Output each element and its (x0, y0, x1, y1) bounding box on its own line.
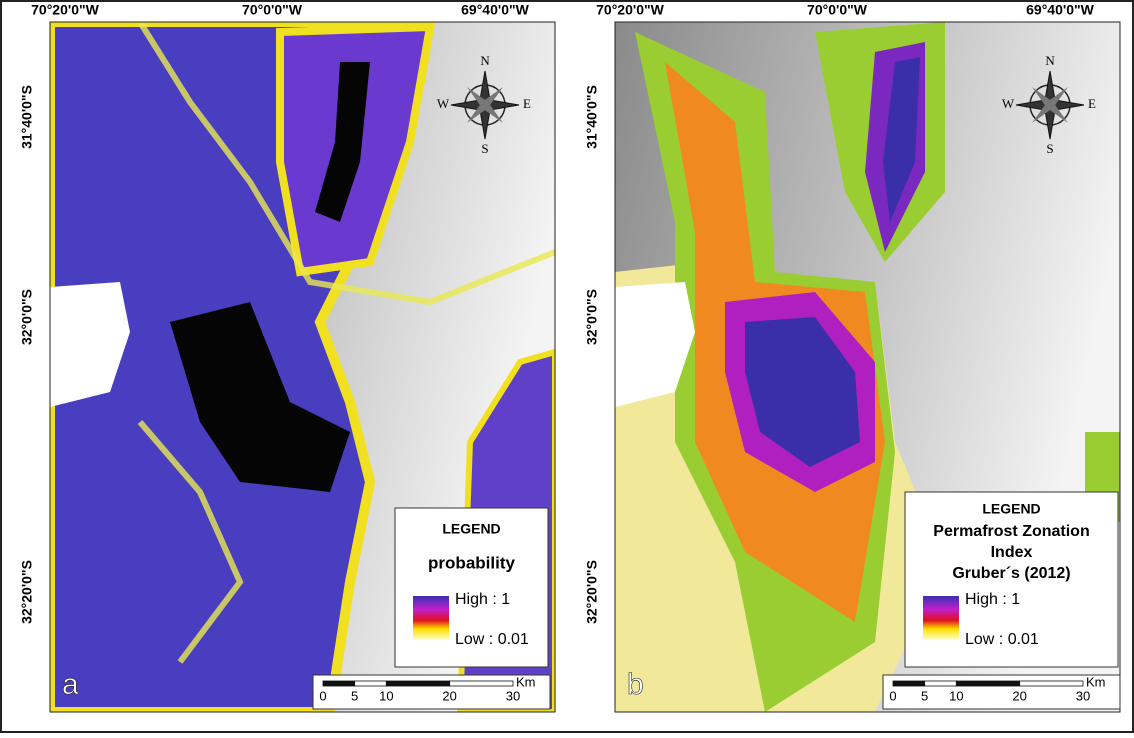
latitude-label: 31°40'0"S (584, 85, 600, 149)
scale-segment (386, 681, 449, 686)
legend-high: High : 1 (965, 591, 1020, 608)
scale-segment (925, 681, 957, 686)
scale-label: 5 (921, 688, 928, 703)
latitude-label: 32°20'0"S (19, 560, 35, 624)
longitude-label: 70°20'0"W (31, 2, 99, 18)
scale-segment (956, 681, 1019, 686)
longitude-label: 70°0'0"W (242, 2, 303, 18)
legend-title: LEGEND (982, 501, 1040, 517)
longitude-label: 69°40'0"W (1026, 2, 1094, 18)
legend-high: High : 1 (455, 591, 510, 608)
latitude-label: 31°40'0"S (19, 85, 35, 149)
legend-ramp (413, 596, 449, 640)
compass-label: E (1088, 96, 1096, 111)
compass-label: S (481, 141, 488, 156)
map-panel: 70°20'0"W 70°0'0"W 69°40'0"W 31°40'0"S 32°0'… (584, 2, 1120, 712)
scale-segment (893, 681, 925, 686)
scale-segment (450, 681, 513, 686)
scale-segment (355, 681, 387, 686)
legend-low: Low : 0.01 (455, 631, 529, 648)
compass-label: E (523, 96, 531, 111)
legend-name: Permafrost Zonation (933, 523, 1089, 540)
scale-label: 10 (949, 688, 963, 703)
scale-label: 5 (351, 688, 358, 703)
scale-unit: Km (516, 674, 536, 689)
compass-label: N (480, 53, 490, 68)
longitude-label: 70°20'0"W (596, 2, 664, 18)
legend-ramp (923, 596, 959, 640)
compass-label: S (1046, 141, 1053, 156)
longitude-label: 70°0'0"W (807, 2, 868, 18)
latitude-label: 32°20'0"S (584, 560, 600, 624)
legend-low: Low : 0.01 (965, 631, 1039, 648)
legend-title: LEGEND (442, 521, 500, 537)
panel-label: a (62, 668, 79, 701)
compass-label: N (1045, 53, 1055, 68)
panel-label: b (627, 668, 644, 701)
scale-segment (1020, 681, 1083, 686)
legend-name: Index (991, 544, 1033, 561)
scale-label: 20 (1012, 688, 1026, 703)
scale-label: 20 (442, 688, 456, 703)
legend-name: Gruber´s (2012) (952, 565, 1070, 582)
scale-label: 30 (1076, 688, 1090, 703)
longitude-label: 69°40'0"W (461, 2, 529, 18)
scale-label: 30 (506, 688, 520, 703)
scale-segment (323, 681, 355, 686)
compass-label: W (437, 96, 450, 111)
latitude-label: 32°0'0"S (19, 289, 35, 345)
legend: LEGEND probability High : 1 Low : 0.01 (395, 508, 548, 667)
latitude-label: 32°0'0"S (584, 289, 600, 345)
scale-label: 0 (889, 688, 896, 703)
figure: 70°20'0"W 70°0'0"W 69°40'0"W 31°40'0"S 32°0'… (0, 0, 1134, 733)
map-panel: 70°20'0"W 70°0'0"W 69°40'0"W 31°40'0"S 32°0'… (19, 2, 555, 712)
legend: LEGEND Permafrost Zonation Index Gruber´s (… (905, 492, 1118, 667)
compass-label: W (1002, 96, 1015, 111)
scale-unit: Km (1086, 674, 1106, 689)
scale-label: 0 (319, 688, 326, 703)
scale-label: 10 (379, 688, 393, 703)
legend-name: probability (428, 553, 515, 572)
